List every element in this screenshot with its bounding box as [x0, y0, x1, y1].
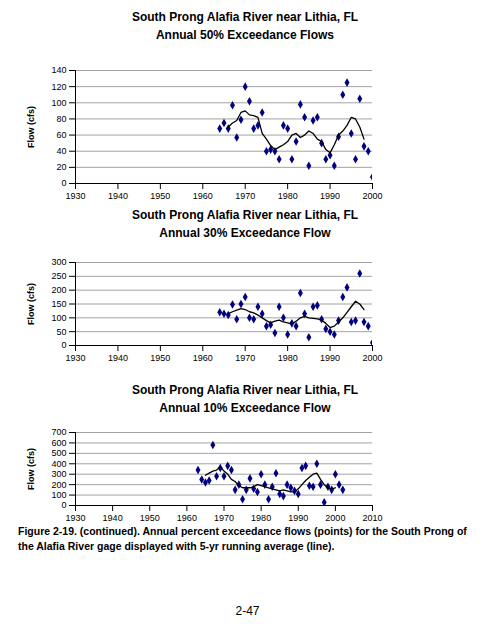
- svg-text:0: 0: [61, 340, 66, 350]
- svg-text:200: 200: [51, 480, 66, 490]
- svg-text:100: 100: [51, 313, 66, 323]
- svg-text:100: 100: [51, 98, 66, 108]
- html-text:Annual 10% Exceedance Flow: Annual 10% Exceedance Flow: [159, 401, 331, 415]
- svg-text:1940: 1940: [108, 353, 128, 363]
- svg-text:250: 250: [51, 271, 66, 281]
- html-text:2-47: 2-47: [235, 604, 260, 618]
- svg-text:2000: 2000: [362, 353, 382, 363]
- svg-text:1950: 1950: [140, 513, 160, 523]
- svg-text:150: 150: [51, 299, 66, 309]
- svg-text:600: 600: [51, 438, 66, 448]
- svg-text:1930: 1930: [65, 353, 85, 363]
- html-text:South Prong Alafia River near: South Prong Alafia River near Lithia, FL: [131, 383, 359, 397]
- svg-text:80: 80: [56, 114, 66, 124]
- svg-text:1940: 1940: [108, 191, 128, 201]
- svg-text:2010: 2010: [362, 513, 382, 523]
- svg-text:1990: 1990: [288, 513, 308, 523]
- svg-text:Flow (cfs): Flow (cfs): [26, 106, 36, 148]
- svg-text:1970: 1970: [235, 353, 255, 363]
- svg-text:1970: 1970: [214, 513, 234, 523]
- svg-text:300: 300: [51, 257, 66, 267]
- html-text:Annual 30% Exceedance Flow: Annual 30% Exceedance Flow: [159, 226, 331, 240]
- svg-text:1940: 1940: [103, 513, 123, 523]
- svg-text:1960: 1960: [177, 513, 197, 523]
- svg-text:1990: 1990: [320, 191, 340, 201]
- svg-text:100: 100: [51, 490, 66, 500]
- html-text:Figure 2-19. (continued). Annu: Figure 2-19. (continued). Annual percent…: [18, 525, 467, 552]
- svg-text:0: 0: [61, 178, 66, 188]
- svg-text:50: 50: [56, 327, 66, 337]
- svg-text:1970: 1970: [235, 191, 255, 201]
- svg-text:200: 200: [51, 285, 66, 295]
- svg-text:0: 0: [61, 500, 66, 510]
- html-text:South Prong Alafia River near: South Prong Alafia River near Lithia, FL: [131, 10, 359, 24]
- svg-text:1930: 1930: [65, 513, 85, 523]
- svg-text:2000: 2000: [325, 513, 345, 523]
- html-text:Annual 50% Exceedance Flows: Annual 50% Exceedance Flows: [156, 28, 334, 42]
- svg-text:1950: 1950: [150, 353, 170, 363]
- svg-text:1980: 1980: [278, 191, 298, 201]
- svg-text:1950: 1950: [150, 191, 170, 201]
- svg-text:1960: 1960: [193, 191, 213, 201]
- svg-text:20: 20: [56, 162, 66, 172]
- svg-text:120: 120: [51, 82, 66, 92]
- svg-text:1930: 1930: [65, 191, 85, 201]
- svg-text:140: 140: [51, 65, 66, 75]
- svg-text:Flow (cfs): Flow (cfs): [26, 283, 36, 325]
- svg-text:1980: 1980: [278, 353, 298, 363]
- svg-text:60: 60: [56, 130, 66, 140]
- svg-text:40: 40: [56, 146, 66, 156]
- svg-text:700: 700: [51, 427, 66, 437]
- svg-text:1960: 1960: [193, 353, 213, 363]
- html-text:South Prong Alafia River near: South Prong Alafia River near Lithia, FL: [131, 208, 359, 222]
- svg-text:1990: 1990: [320, 353, 340, 363]
- svg-text:Flow (cfs): Flow (cfs): [26, 448, 36, 490]
- svg-text:2000: 2000: [362, 191, 382, 201]
- svg-text:400: 400: [51, 459, 66, 469]
- svg-text:1980: 1980: [251, 513, 271, 523]
- svg-text:500: 500: [51, 448, 66, 458]
- svg-text:300: 300: [51, 469, 66, 479]
